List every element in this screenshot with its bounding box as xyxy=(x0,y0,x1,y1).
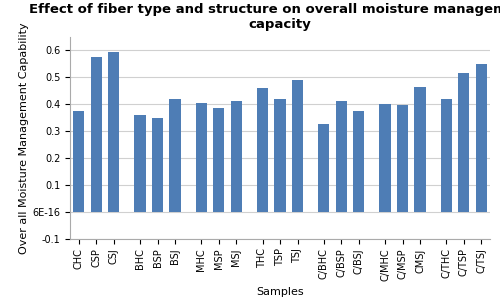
Bar xyxy=(73,111,85,212)
Y-axis label: Over all Moisture Management Capability: Over all Moisture Management Capability xyxy=(20,22,30,253)
Bar xyxy=(90,57,102,212)
Bar xyxy=(318,124,330,212)
Bar xyxy=(380,104,390,212)
Bar xyxy=(257,88,268,212)
Bar xyxy=(353,111,364,212)
Bar xyxy=(230,101,242,212)
Bar xyxy=(170,99,180,212)
Bar xyxy=(458,73,469,212)
Bar xyxy=(274,99,285,212)
Bar xyxy=(397,105,408,212)
Bar xyxy=(196,103,207,212)
Bar xyxy=(414,87,426,212)
Bar xyxy=(440,99,452,212)
X-axis label: Samples: Samples xyxy=(256,287,304,297)
Title: Effect of fiber type and structure on overall moisture management
capacity: Effect of fiber type and structure on ov… xyxy=(29,3,500,32)
Bar xyxy=(213,108,224,212)
Bar xyxy=(108,51,120,212)
Bar xyxy=(152,118,163,212)
Bar xyxy=(292,80,303,212)
Bar xyxy=(476,64,487,212)
Bar xyxy=(134,115,145,212)
Bar xyxy=(336,101,347,212)
